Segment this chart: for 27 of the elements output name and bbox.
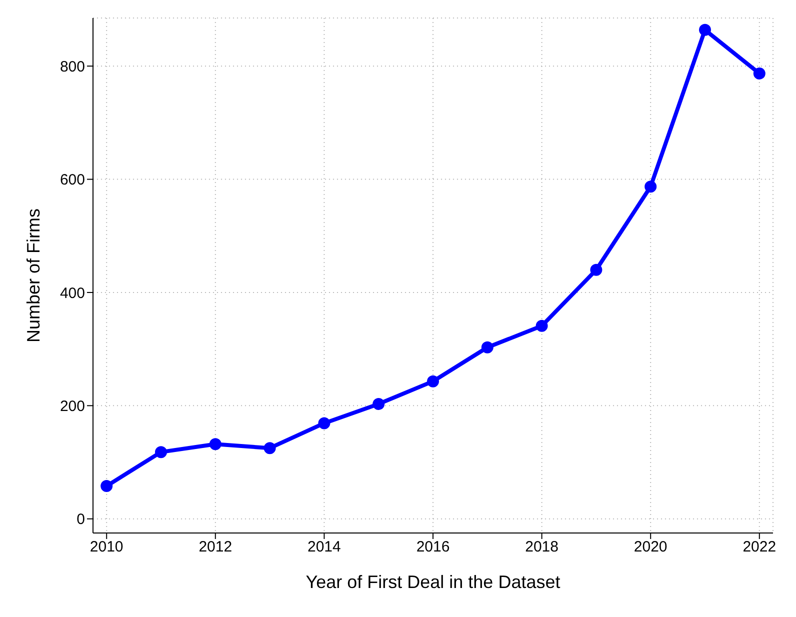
point — [644, 180, 657, 193]
y-axis-title: Number of Firms — [23, 208, 44, 343]
y-tick-label: 200 — [60, 398, 85, 415]
point — [481, 341, 494, 354]
y-tick-label: 400 — [60, 284, 85, 302]
x-tick-label: 2016 — [416, 538, 450, 556]
x-axis-title: Year of First Deal in the Dataset — [306, 572, 560, 592]
y-tick-label: 600 — [60, 172, 85, 189]
y-tick-label: 0 — [76, 511, 85, 528]
point — [372, 398, 385, 410]
x-tick-label: 2022 — [742, 538, 776, 556]
y-tick-label: 800 — [60, 58, 85, 76]
x-tick-label: 2010 — [90, 538, 124, 556]
point — [536, 320, 548, 332]
x-tick-label: 2014 — [308, 538, 341, 556]
x-tick-label: 2020 — [634, 538, 668, 556]
point — [699, 24, 711, 36]
point — [100, 480, 113, 492]
x-tick-label: 2018 — [525, 538, 558, 556]
point — [209, 438, 222, 450]
point — [427, 375, 439, 388]
point — [155, 446, 167, 458]
point — [590, 264, 602, 276]
point — [264, 442, 276, 454]
x-tick-label: 2012 — [198, 538, 232, 556]
point — [753, 67, 766, 80]
point — [318, 417, 330, 430]
